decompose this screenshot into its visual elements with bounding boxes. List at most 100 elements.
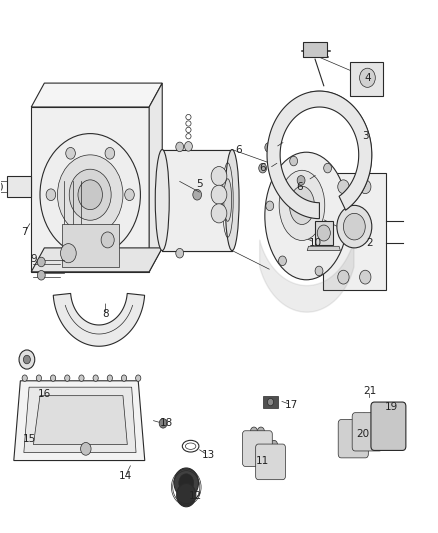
Circle shape bbox=[271, 440, 278, 449]
Text: 2: 2 bbox=[366, 238, 373, 247]
Circle shape bbox=[266, 201, 274, 211]
Circle shape bbox=[259, 164, 267, 173]
Circle shape bbox=[360, 413, 367, 422]
Circle shape bbox=[36, 375, 42, 381]
Circle shape bbox=[105, 148, 115, 159]
Circle shape bbox=[125, 189, 134, 200]
Text: 8: 8 bbox=[102, 309, 109, 319]
Circle shape bbox=[367, 413, 374, 422]
FancyBboxPatch shape bbox=[256, 444, 286, 480]
Polygon shape bbox=[7, 176, 31, 197]
Circle shape bbox=[337, 205, 372, 248]
Circle shape bbox=[60, 244, 76, 263]
Polygon shape bbox=[62, 224, 119, 266]
Text: 9: 9 bbox=[30, 254, 37, 263]
Circle shape bbox=[50, 375, 56, 381]
Text: 12: 12 bbox=[188, 491, 201, 501]
Circle shape bbox=[338, 180, 349, 193]
Circle shape bbox=[121, 375, 127, 381]
Circle shape bbox=[346, 420, 353, 429]
Text: 21: 21 bbox=[363, 386, 376, 397]
Polygon shape bbox=[267, 91, 372, 219]
Circle shape bbox=[385, 405, 392, 415]
FancyBboxPatch shape bbox=[338, 419, 368, 458]
Polygon shape bbox=[31, 83, 162, 107]
Circle shape bbox=[193, 189, 201, 200]
Ellipse shape bbox=[225, 150, 239, 251]
Text: 14: 14 bbox=[119, 472, 132, 481]
Polygon shape bbox=[31, 248, 162, 272]
Text: 3: 3 bbox=[362, 131, 369, 141]
Circle shape bbox=[0, 182, 3, 191]
Circle shape bbox=[266, 450, 275, 461]
Polygon shape bbox=[14, 381, 145, 461]
Circle shape bbox=[176, 248, 184, 258]
Circle shape bbox=[343, 213, 365, 240]
Polygon shape bbox=[33, 395, 127, 445]
Circle shape bbox=[184, 142, 192, 151]
FancyBboxPatch shape bbox=[371, 402, 406, 450]
Circle shape bbox=[385, 427, 392, 437]
Circle shape bbox=[290, 156, 297, 166]
Circle shape bbox=[360, 270, 371, 284]
Circle shape bbox=[37, 270, 45, 280]
Circle shape bbox=[46, 189, 56, 200]
Circle shape bbox=[315, 266, 323, 276]
Circle shape bbox=[107, 375, 113, 381]
Text: 11: 11 bbox=[256, 456, 269, 465]
Circle shape bbox=[364, 423, 371, 433]
Circle shape bbox=[136, 375, 141, 381]
Circle shape bbox=[258, 427, 265, 435]
Circle shape bbox=[360, 68, 375, 87]
Circle shape bbox=[267, 466, 275, 476]
Circle shape bbox=[338, 270, 349, 284]
Circle shape bbox=[93, 375, 98, 381]
Circle shape bbox=[65, 375, 70, 381]
Circle shape bbox=[159, 418, 167, 428]
Circle shape bbox=[176, 142, 184, 152]
Polygon shape bbox=[350, 62, 383, 96]
Polygon shape bbox=[31, 107, 149, 272]
Polygon shape bbox=[53, 294, 145, 346]
Text: 17: 17 bbox=[284, 400, 298, 410]
Text: 19: 19 bbox=[385, 402, 398, 413]
FancyBboxPatch shape bbox=[352, 413, 382, 451]
Circle shape bbox=[69, 169, 111, 220]
Polygon shape bbox=[323, 173, 386, 290]
Circle shape bbox=[177, 483, 196, 507]
Polygon shape bbox=[303, 42, 327, 56]
Text: 15: 15 bbox=[22, 434, 36, 445]
Text: 18: 18 bbox=[160, 418, 173, 429]
Circle shape bbox=[19, 350, 35, 369]
Text: 5: 5 bbox=[196, 179, 203, 189]
Text: 7: 7 bbox=[21, 227, 28, 237]
Circle shape bbox=[339, 221, 347, 231]
Text: 10: 10 bbox=[308, 238, 321, 247]
Ellipse shape bbox=[265, 152, 348, 280]
Circle shape bbox=[353, 420, 360, 429]
Circle shape bbox=[79, 375, 84, 381]
Polygon shape bbox=[24, 387, 136, 453]
Text: 20: 20 bbox=[357, 429, 370, 439]
Polygon shape bbox=[149, 83, 162, 272]
Text: 6: 6 bbox=[297, 182, 303, 192]
Circle shape bbox=[101, 232, 114, 248]
Circle shape bbox=[23, 356, 30, 364]
Circle shape bbox=[265, 143, 273, 152]
Circle shape bbox=[297, 175, 305, 185]
Circle shape bbox=[37, 257, 45, 266]
Circle shape bbox=[350, 441, 357, 450]
Circle shape bbox=[211, 204, 227, 223]
Circle shape bbox=[317, 225, 330, 241]
Circle shape bbox=[364, 434, 371, 443]
Text: 4: 4 bbox=[364, 73, 371, 83]
Circle shape bbox=[78, 180, 102, 209]
Circle shape bbox=[254, 453, 261, 463]
Polygon shape bbox=[263, 395, 279, 408]
Circle shape bbox=[40, 134, 141, 256]
Polygon shape bbox=[307, 246, 340, 251]
Circle shape bbox=[253, 437, 262, 447]
Circle shape bbox=[105, 230, 115, 242]
Ellipse shape bbox=[224, 179, 232, 221]
Circle shape bbox=[81, 442, 91, 455]
